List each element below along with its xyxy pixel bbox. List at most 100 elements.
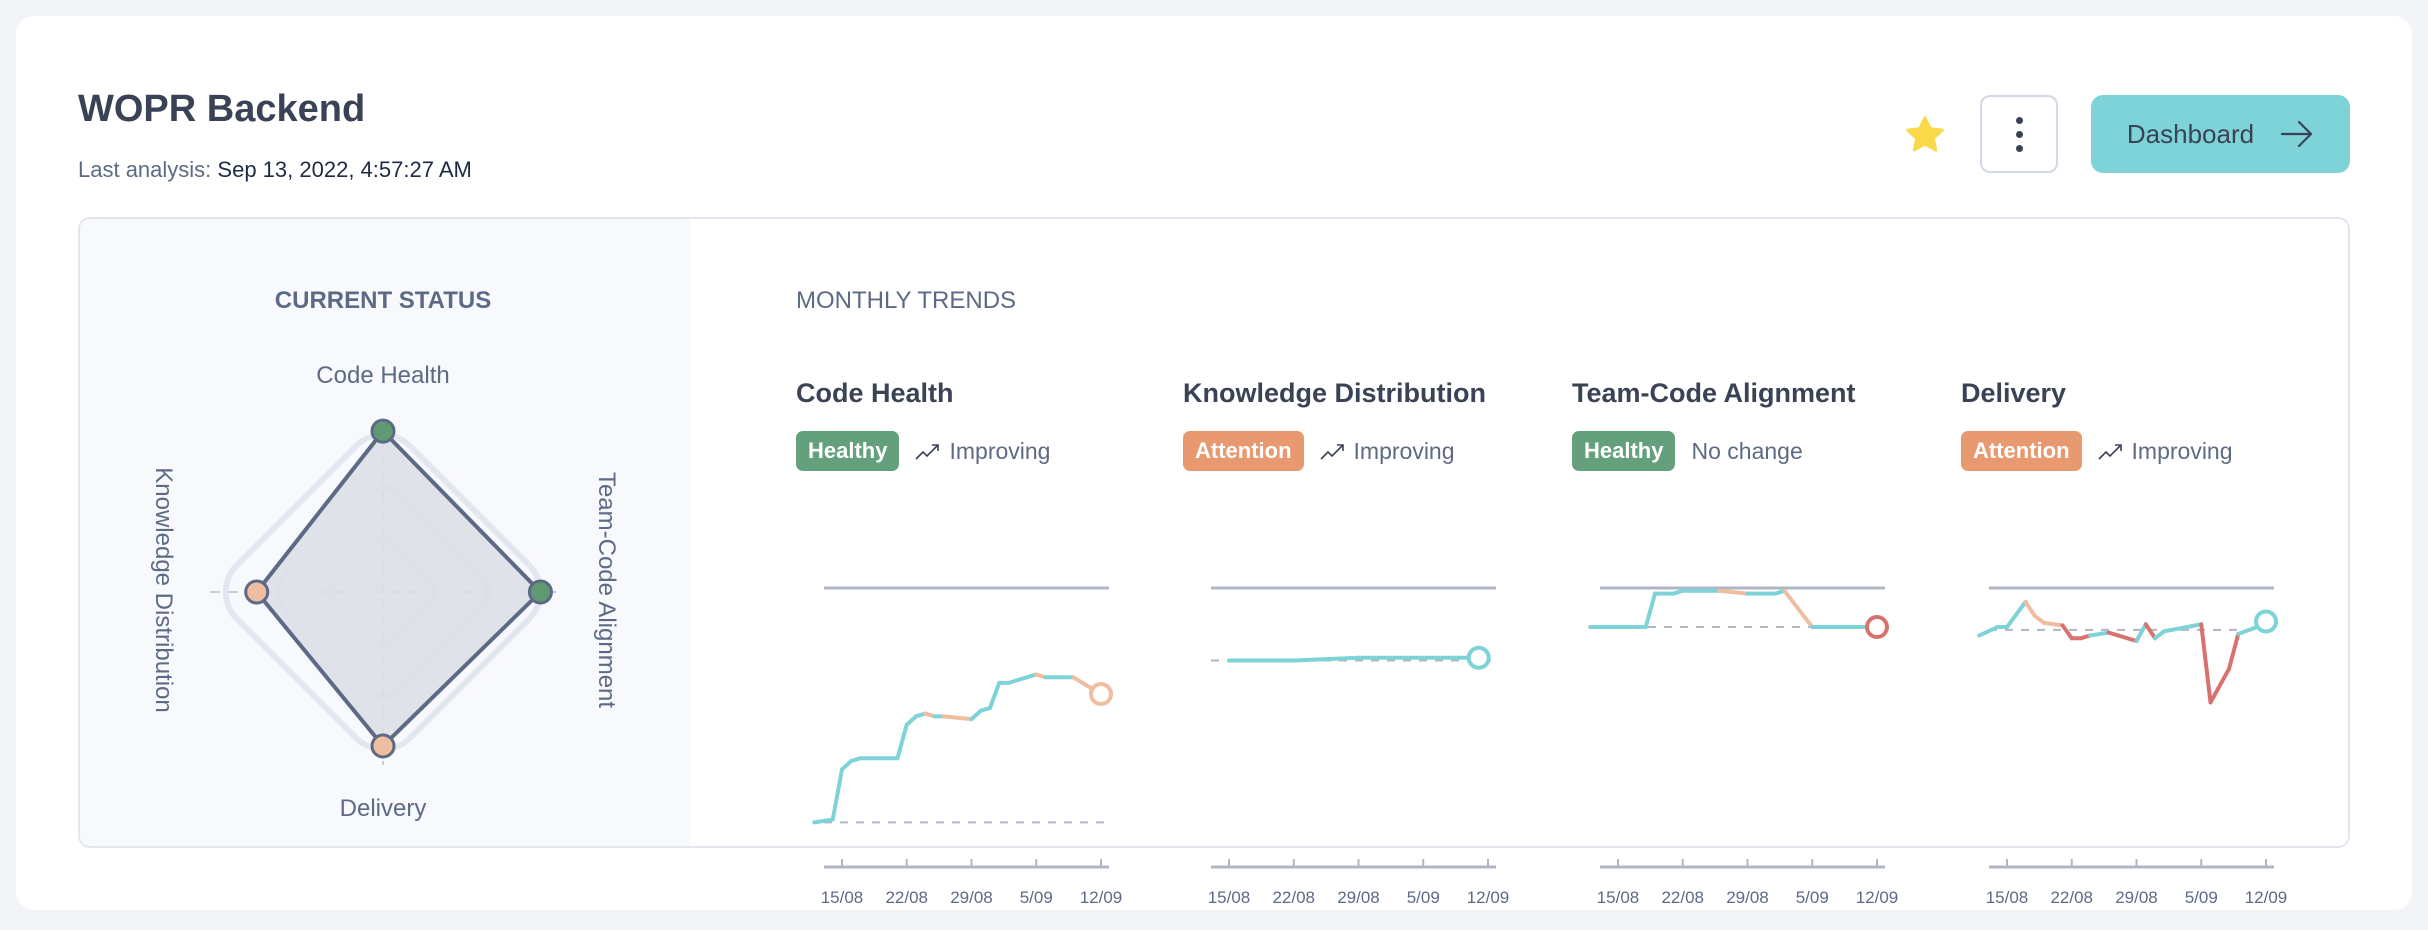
trend-chart: 15/08 22/08 29/08 5/09 12/09	[1208, 586, 1510, 907]
radar-chart	[210, 418, 556, 765]
last-analysis: Last analysis: Sep 13, 2022, 4:57:27 AM	[78, 157, 472, 183]
trend-line-segment	[2023, 599, 2037, 618]
x-tick-label: 15/08	[1986, 888, 2029, 907]
x-tick-label: 22/08	[1661, 888, 1704, 907]
trend-line-segment	[2143, 622, 2157, 641]
x-tick-label: 22/08	[885, 888, 928, 907]
x-tick-label: 5/09	[1020, 888, 1053, 907]
trend-line-segment	[1782, 588, 1815, 630]
x-tick-label: 5/09	[1796, 888, 1829, 907]
trend-line-segment	[2042, 620, 2065, 628]
trend-line-segment	[2180, 622, 2204, 630]
status-badge: Attention	[1183, 431, 1304, 471]
x-tick-label: 29/08	[2115, 888, 2158, 907]
trend-line-segment	[830, 767, 844, 822]
trend-line-segment	[941, 714, 974, 722]
trend-title: Team-Code Alignment	[1572, 378, 1856, 408]
kebab-dot	[2015, 130, 2023, 138]
project-title: WOPR Backend	[78, 88, 366, 130]
trend-line-segment	[969, 708, 983, 722]
trend-status: Attention Improving	[1183, 431, 1455, 471]
x-tick-label: 29/08	[1337, 888, 1380, 907]
radar-point	[527, 579, 553, 605]
dashboard-label: Dashboard	[2126, 118, 2255, 149]
x-tick-label: 29/08	[1726, 888, 1769, 907]
trend-indicator: Improving	[915, 438, 1050, 465]
radar-point	[370, 418, 396, 444]
trend-label: Improving	[949, 437, 1051, 464]
trend-title: Delivery	[1961, 378, 2067, 408]
radar-ring	[222, 431, 544, 753]
trend-line-segment	[1643, 591, 1657, 630]
status-badge: Healthy	[1572, 431, 1676, 471]
current-value-marker	[2254, 609, 2278, 634]
trend-line-segment	[2208, 666, 2231, 705]
radar-label-team-code-alignment: Team-Code Alignment	[593, 471, 620, 709]
trend-line-segment	[2236, 625, 2259, 637]
x-tick-label: 12/09	[1856, 888, 1899, 907]
trend-indicator: Improving	[1319, 437, 1455, 465]
trend-line-segment	[2116, 633, 2139, 644]
dashboard-button[interactable]: Dashboard	[2091, 95, 2350, 173]
x-tick-label: 29/08	[950, 888, 993, 907]
trend-title: Knowledge Distribution	[1183, 378, 1486, 408]
trend-line-segment	[2227, 632, 2241, 671]
current-value-marker	[1089, 682, 1113, 707]
trend-line-segment	[904, 714, 918, 727]
trend-label: Improving	[2131, 437, 2233, 464]
x-tick-label: 12/09	[2245, 888, 2288, 907]
current-value-marker	[1466, 645, 1491, 670]
trend-line-segment	[1717, 588, 1750, 596]
trend-status: Attention Improving	[1961, 431, 2233, 471]
x-tick-label: 5/09	[2185, 888, 2218, 907]
last-analysis-label: Last analysis:	[78, 157, 212, 182]
trend-indicator: Improving	[2097, 437, 2233, 465]
x-tick-label: 12/09	[1467, 888, 1510, 907]
trend-line-segment	[1291, 655, 1361, 663]
trend-line-segment	[2134, 622, 2148, 644]
trend-label: Improving	[1353, 437, 1455, 464]
kebab-dot	[2015, 144, 2023, 152]
trending-up-icon	[2097, 444, 2122, 460]
trend-label: No change	[1691, 437, 1803, 464]
trend-title: Code Health	[796, 378, 954, 408]
trend-line-segment	[2005, 599, 2028, 630]
trending-up-icon	[1319, 444, 1344, 460]
x-tick-label: 15/08	[1208, 888, 1251, 907]
trend-line-segment	[895, 722, 909, 761]
trend-chart: 15/08 22/08 29/08 5/09 12/09	[1977, 586, 2288, 907]
radar-label-knowledge-distribution: Knowledge Distribution	[150, 467, 177, 713]
trend-line-segment	[2162, 625, 2185, 634]
trend-line-segment	[2060, 623, 2074, 641]
arrow-right-icon	[2280, 120, 2313, 148]
last-analysis-value: Sep 13, 2022, 4:57:27 AM	[217, 157, 472, 182]
star-icon[interactable]	[1903, 113, 1947, 157]
status-badge: Healthy	[796, 431, 900, 471]
radar-area	[254, 429, 543, 748]
kebab-menu-icon	[2015, 116, 2023, 124]
trend-status: Healthy No change	[1572, 431, 1803, 471]
trend-chart: 15/08 22/08 29/08 5/09 12/09	[812, 586, 1123, 907]
trend-line-segment	[2199, 622, 2213, 705]
x-tick-label: 15/08	[1597, 888, 1640, 907]
trend-line-segment	[1977, 625, 2000, 638]
trend-line-segment	[840, 758, 854, 772]
radar-point	[244, 579, 270, 605]
trend-line-segment	[988, 680, 1002, 710]
trend-indicator: No change	[1691, 438, 1802, 465]
x-tick-label: 22/08	[2050, 888, 2093, 907]
radar-point	[370, 733, 396, 759]
x-tick-label: 22/08	[1272, 888, 1315, 907]
current-status-heading: CURRENT STATUS	[274, 287, 492, 314]
trend-line-segment	[1006, 672, 1039, 685]
x-tick-label: 15/08	[821, 888, 864, 907]
x-tick-label: 5/09	[1407, 888, 1440, 907]
trend-line-segment	[2088, 630, 2111, 638]
trend-line-segment	[812, 817, 835, 825]
trend-chart: 15/08 22/08 29/08 5/09 12/09	[1588, 586, 1899, 907]
more-options-button[interactable]	[1980, 95, 2058, 173]
x-tick-label: 12/09	[1080, 888, 1123, 907]
trend-status: Healthy Improving	[796, 431, 1050, 471]
radar-label-delivery: Delivery	[339, 795, 427, 822]
monthly-trends-heading: MONTHLY TRENDS	[796, 287, 1017, 314]
